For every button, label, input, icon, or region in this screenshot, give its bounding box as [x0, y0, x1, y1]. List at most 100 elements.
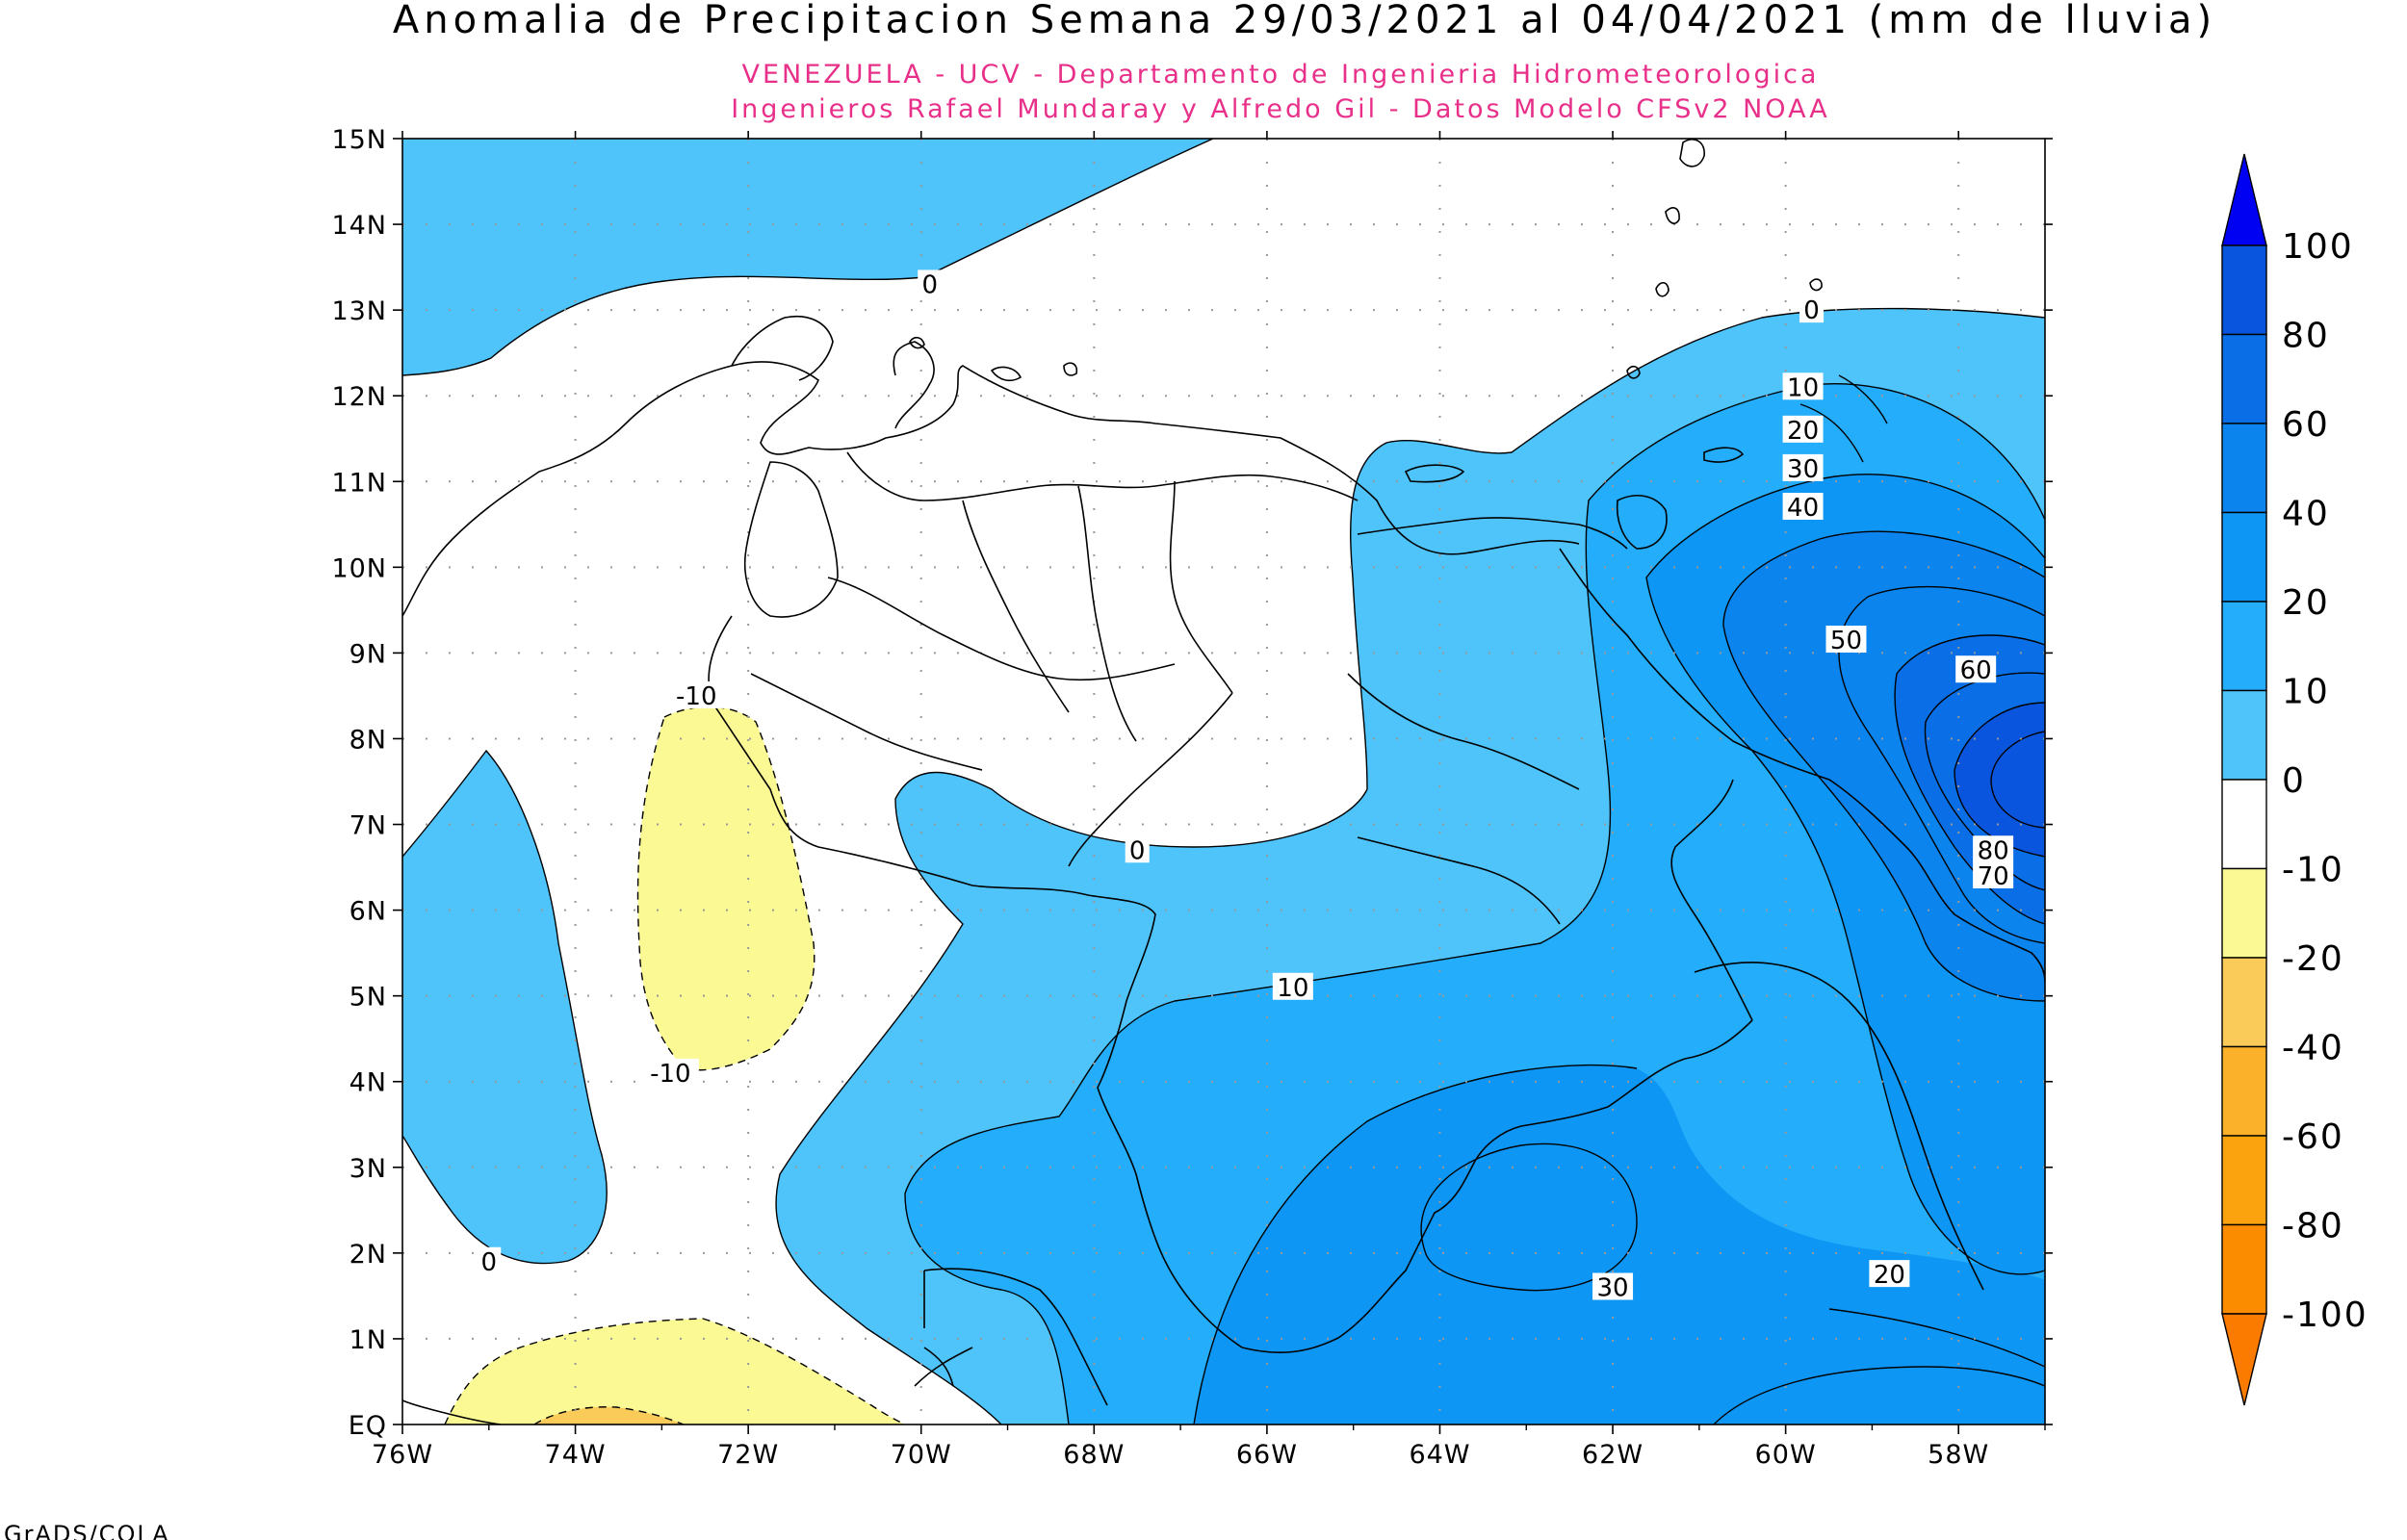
- colorbar-segment: [2221, 333, 2267, 424]
- anomaly-band-80-100: [1954, 703, 2045, 857]
- contour-positive: [775, 771, 1368, 1424]
- border-venezuela-brazil: [1241, 1019, 1753, 1353]
- lon-tick-label: 60W: [1755, 1440, 1817, 1470]
- colorbar-label: 80: [2282, 317, 2330, 356]
- colorbar-arrow-bottom: [2221, 1313, 2267, 1406]
- contour-label: 60: [1960, 656, 1992, 685]
- grads-credit: GrADS/COLA: [4, 1521, 170, 1540]
- lat-tick-label: 7N: [349, 811, 387, 841]
- subtitle-line-1: VENEZUELA - UCV - Departamento de Ingeni…: [742, 60, 1820, 90]
- lat-tick-label: 14N: [331, 211, 387, 241]
- contour-positive: [1894, 634, 2045, 925]
- colorbar-segment: [2221, 1045, 2267, 1137]
- colorbar-segment: [2221, 779, 2267, 870]
- lon-tick-label: 76W: [372, 1440, 433, 1470]
- lon-tick-label: 62W: [1582, 1440, 1643, 1470]
- contour-negative: [636, 706, 815, 1071]
- contour-negative: [533, 1406, 685, 1424]
- lat-tick-label: 15N: [331, 125, 387, 155]
- colorbar-label: -60: [2282, 1117, 2344, 1157]
- anomaly-band-north-0-10: [402, 139, 1213, 375]
- contour-positive: [1828, 1308, 2045, 1368]
- lat-tick-label: 1N: [349, 1325, 387, 1355]
- colorbar-segment: [2221, 1223, 2267, 1315]
- colorbar-label: 10: [2282, 673, 2330, 712]
- contour-positive: [1713, 1366, 2045, 1424]
- lat-tick-label: 6N: [349, 897, 387, 927]
- contour-label: -10: [676, 682, 716, 711]
- contour-label: 30: [1597, 1273, 1629, 1302]
- venezuela-states: [846, 451, 1359, 501]
- anomaly-band-west-0-10: [402, 751, 608, 1264]
- border-venezuela-guyana: [1670, 779, 1753, 1021]
- island-bonaire: [1063, 362, 1078, 376]
- venezuela-states: [1169, 480, 1233, 694]
- lon-tick-label: 68W: [1063, 1440, 1125, 1470]
- contour-label-background: [1782, 453, 1824, 481]
- lat-tick-label: 10N: [331, 553, 387, 583]
- coastline-goajira: [731, 316, 834, 381]
- anomaly-band-yellow-south: [445, 1319, 905, 1424]
- coastline-south-lines: [914, 1270, 973, 1387]
- colorbar-segment: [2221, 511, 2267, 603]
- colorbar-arrow-top: [2221, 153, 2267, 246]
- contour-label: 0: [481, 1248, 498, 1277]
- lon-tick-label: 74W: [545, 1440, 607, 1470]
- lat-tick-label: 8N: [349, 725, 387, 755]
- contour-positive: [1799, 403, 1864, 463]
- contour-label-background: [1973, 835, 2014, 863]
- contour-positive: [1420, 1142, 1638, 1292]
- coastline-venezuela-colombia: [402, 361, 1580, 617]
- lon-tick-label: 64W: [1409, 1440, 1470, 1470]
- venezuela-states: [750, 673, 983, 771]
- colorbar-label: -40: [2282, 1029, 2344, 1068]
- latitude-axis: EQ 1N 2N 3N 4N 5N 6N 7N 8N 9N 10N 11N 12N 13N 14N 15N: [331, 125, 2053, 1441]
- colorbar-segment: [2221, 689, 2267, 781]
- contour-label: 10: [1787, 373, 1819, 402]
- island-stlucia: [1665, 207, 1680, 224]
- contour-label-background: [1782, 415, 1824, 443]
- contour-positive: [1193, 1064, 1638, 1424]
- colorbar-label: -10: [2282, 851, 2344, 890]
- contour-label-background: [477, 1246, 502, 1274]
- anomaly-band-20-40-south: [1194, 1065, 2045, 1424]
- lat-tick-label: 12N: [331, 382, 387, 412]
- lat-tick-label: 9N: [349, 639, 387, 669]
- longitude-axis: 76W 74W 72W 70W 68W 66W 64W 62W 60W 58W: [372, 131, 2046, 1470]
- colorbar-label: 40: [2282, 495, 2330, 534]
- contour-label: 80: [1978, 836, 2009, 865]
- contour-label: 30: [1787, 455, 1819, 484]
- contour-label-background: [1869, 1260, 1910, 1288]
- venezuela-states: [827, 577, 1176, 681]
- island-martinique: [1679, 139, 1705, 167]
- colorbar-label: -20: [2282, 939, 2344, 979]
- contour-label-background: [1825, 626, 1867, 654]
- coastline-paraguana: [893, 341, 935, 429]
- island-stvincent: [1655, 282, 1669, 297]
- lat-tick-label: 2N: [349, 1240, 387, 1270]
- map-title: Anomalia de Precipitacion Semana 29/03/2…: [393, 0, 2216, 42]
- lat-tick-label: 3N: [349, 1154, 387, 1184]
- contour-positive: [1838, 585, 2045, 944]
- border-colombia-brazil: [923, 1268, 1108, 1406]
- coastlines-borders: [402, 139, 2045, 1424]
- contour-label-background: [1782, 492, 1824, 520]
- island-barbados: [1809, 278, 1823, 292]
- coastline-south-west: [402, 1399, 502, 1424]
- island-aruba: [909, 336, 925, 349]
- colorbar-segment: [2221, 1135, 2267, 1226]
- contour-label: -10: [650, 1060, 690, 1089]
- island-margarita: [1404, 464, 1465, 483]
- contour-label: 0: [1129, 836, 1146, 865]
- contour-label: 10: [1277, 974, 1308, 1003]
- border-colombia-venezuela: [708, 615, 1243, 1348]
- contour-label-background: [1272, 972, 1313, 1000]
- venezuela-states: [1357, 836, 1561, 925]
- island-grenada: [1626, 365, 1641, 379]
- colorbar-label: 0: [2282, 761, 2306, 801]
- venezuela-states: [962, 500, 1070, 713]
